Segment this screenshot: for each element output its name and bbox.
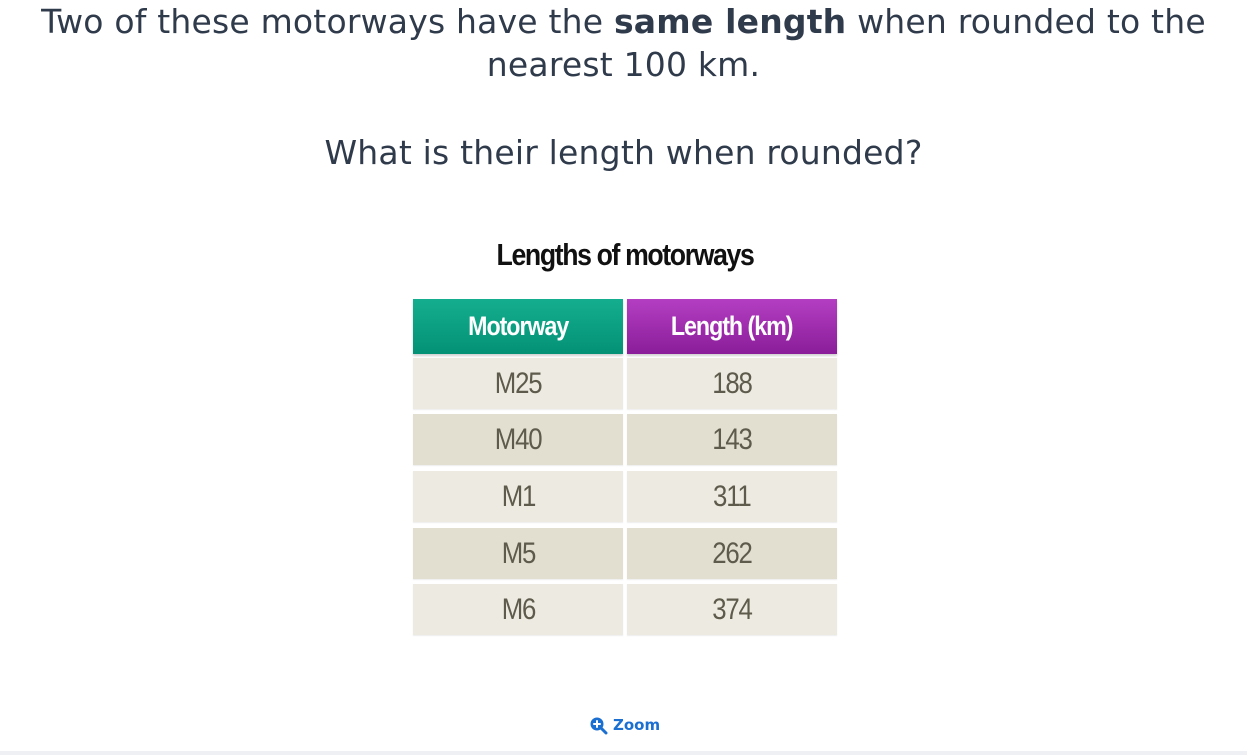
motorway-cell: M1 bbox=[413, 471, 623, 522]
table-row: M5 262 bbox=[413, 528, 837, 579]
question-prompt: What is their length when rounded? bbox=[324, 133, 923, 172]
header-length: Length (km) bbox=[627, 299, 837, 354]
length-cell: 143 bbox=[627, 414, 837, 465]
length-cell: 262 bbox=[627, 528, 837, 579]
motorway-cell: M25 bbox=[413, 358, 623, 409]
length-cell: 311 bbox=[627, 471, 837, 522]
table-row: M25 188 bbox=[413, 358, 837, 409]
table-title: Lengths of motorways bbox=[496, 237, 755, 272]
length-cell: 374 bbox=[627, 584, 837, 635]
table-row: M40 143 bbox=[413, 414, 837, 465]
motorway-cell: M5 bbox=[413, 528, 623, 579]
motorways-table: Motorway Length (km) M25 188 M40 143 M1 … bbox=[413, 299, 837, 635]
question-text-line2: nearest 100 km. bbox=[486, 45, 761, 84]
table-header-row: Motorway Length (km) bbox=[413, 299, 837, 354]
table-row: M6 374 bbox=[413, 584, 837, 635]
zoom-button[interactable]: Zoom bbox=[589, 714, 660, 736]
header-motorway: Motorway bbox=[413, 299, 623, 354]
length-cell: 188 bbox=[627, 358, 837, 409]
zoom-label: Zoom bbox=[613, 716, 661, 734]
bottom-divider bbox=[0, 751, 1247, 755]
zoom-in-icon bbox=[589, 716, 608, 735]
question-text: Two of these motorways have the same len… bbox=[30, 0, 1217, 86]
motorway-cell: M40 bbox=[413, 414, 623, 465]
question-emphasis: same length bbox=[613, 2, 847, 41]
question-text-end: when rounded to the bbox=[846, 2, 1206, 41]
motorway-cell: M6 bbox=[413, 584, 623, 635]
question-text-start: Two of these motorways have the bbox=[41, 2, 614, 41]
table-row: M1 311 bbox=[413, 471, 837, 522]
